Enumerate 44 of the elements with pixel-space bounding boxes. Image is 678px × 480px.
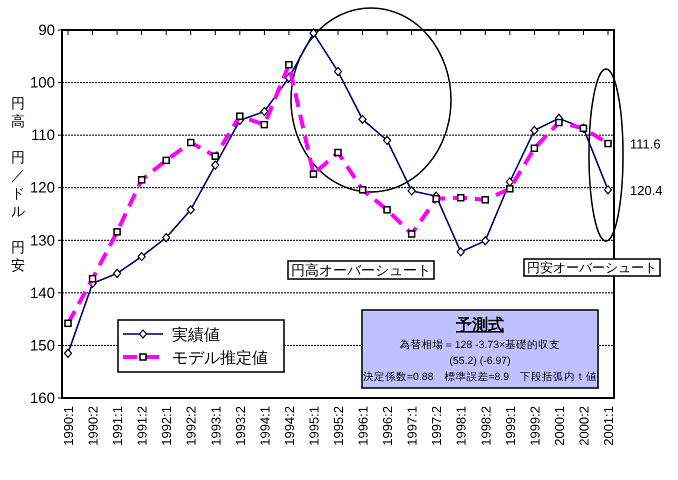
text: 円安 [11, 239, 25, 273]
text: 円高 [11, 95, 25, 129]
annotation: 120.4 [630, 182, 663, 198]
annotation: (55.2) (-6.97) [449, 355, 511, 367]
annotation: 決定係数=0.88 標準誤差=8.9 下段括弧内ｔ値 [362, 370, 598, 383]
x-tick-label: 1996:2 [380, 406, 396, 446]
x-tick-label: 2000:1 [552, 406, 567, 446]
y-tick-label: 100 [30, 74, 55, 92]
x-tick-label: 1993:2 [232, 406, 248, 446]
x-tick-label: 1991:1 [110, 406, 126, 446]
x-tick-label: 1996:1 [356, 406, 371, 446]
x-tick-label: 1993:1 [208, 406, 224, 446]
annotation: 円高オーバーシュート [291, 262, 431, 278]
x-tick-label: 1992:1 [159, 406, 174, 446]
x-tick-label: 1998:1 [454, 406, 469, 446]
x-tick-label: 1991:2 [134, 406, 150, 446]
y-tick-label: 110 [31, 127, 55, 144]
y-tick-label: 120 [30, 180, 55, 197]
x-tick-label: 1990:1 [61, 406, 76, 446]
x-tick-label: 1997:2 [429, 406, 444, 446]
x-tick-label: 1992:2 [184, 406, 199, 446]
y-tick-label: 160 [30, 390, 55, 407]
y-axis-title: 円／ドル [11, 149, 25, 219]
annotation: 111.6 [630, 136, 661, 152]
y-tick-label: 130 [30, 232, 55, 250]
y-tick-label: 150 [30, 337, 55, 354]
x-tick-label: 1999:2 [527, 406, 542, 446]
annotation: 予測式 [455, 316, 504, 334]
y-tick-label: 90 [38, 22, 55, 39]
x-tick-label: 1990:2 [86, 406, 101, 446]
x-tick-label: 1998:2 [478, 406, 494, 446]
x-tick-label: 1994:1 [257, 406, 272, 446]
x-tick-label: 1995:1 [306, 406, 322, 446]
x-tick-label: 1994:2 [282, 406, 297, 446]
y-tick-label: 140 [30, 284, 55, 302]
x-tick-label: 1999:1 [502, 406, 518, 446]
x-tick-label: 1995:2 [331, 406, 346, 446]
legend-label: 実績値 [172, 326, 220, 344]
x-tick-label: 2001:1 [601, 406, 616, 446]
x-tick-label: 1997:1 [404, 406, 420, 446]
annotation: 為替相場＝128 -3.73×基礎的収支 [400, 338, 560, 351]
annotation: 円安オーバーシュート [527, 260, 657, 275]
legend-label: モデル推定値 [172, 349, 268, 367]
x-tick-label: 2000:2 [576, 406, 592, 446]
